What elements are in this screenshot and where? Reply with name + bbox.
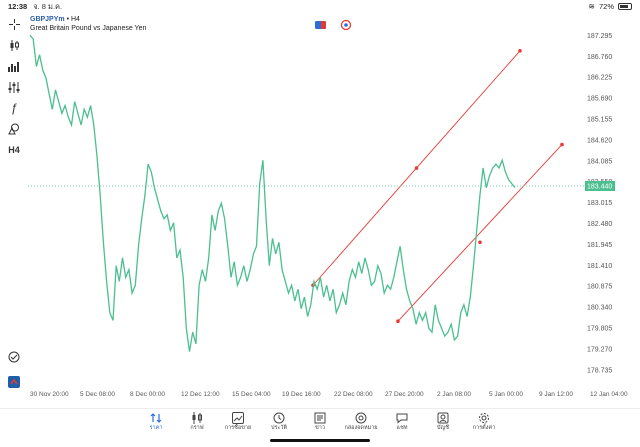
bar-volume-icon[interactable] [4,56,24,76]
price-axis-label: 179.805 [587,326,612,333]
price-axis-label: 178.735 [587,367,612,374]
price-axis-label: 186.225 [587,75,612,82]
trade-icon [232,411,244,424]
battery-icon [618,3,632,10]
trendline-anchor[interactable] [414,166,419,170]
home-indicator [270,439,370,442]
tab-label: ข่าว [315,425,325,431]
crosshair-icon[interactable] [4,14,24,34]
time-axis-label: 22 Dec 08:00 [334,391,373,398]
tab-settings[interactable]: การตั้งค่า [464,411,505,432]
timeframe-icon[interactable]: H4 [8,145,20,155]
settings-icon [478,411,490,424]
price-axis-label: 185.690 [587,96,612,103]
candlestick-icon[interactable] [4,35,24,55]
price-axis-label: 184.085 [587,158,612,165]
battery-percent: 72% [598,2,614,11]
app-logo-icon[interactable] [4,372,24,392]
time-axis-label: 19 Dec 16:00 [282,391,321,398]
price-axis-label: 181.945 [587,242,612,249]
tab-quotes[interactable]: ราคา [136,411,177,432]
symbol-description: Great Britain Pound vs Japanese Yen [30,25,147,32]
price-axis-label: 182.480 [587,221,612,228]
time-axis-label: 15 Dec 04:00 [232,391,271,398]
tab-label: บัญชี [437,425,449,431]
chat-icon [396,411,408,424]
status-bar: 12:38 จ. 8 ม.ค. ≋ 72% [0,0,640,13]
status-time: 12:38 [8,2,28,11]
tab-label: กราฟ [190,425,204,431]
tab-label: การตั้งค่า [472,425,496,431]
time-axis-label: 5 Dec 08:00 [80,391,115,398]
trendline-anchor[interactable] [518,48,522,53]
price-axis-label: 183.015 [587,200,612,207]
chart-toolbar: ƒ H4 [0,13,28,408]
time-axis-label: 30 Nov 20:00 [30,391,69,398]
current-price-tag: 183.440 [585,181,615,192]
trendline-anchor[interactable] [396,319,400,324]
account-icon [437,411,449,424]
current-price-tag-bg [585,181,615,192]
signals-icon[interactable] [4,347,24,367]
tab-label: แชท [396,425,408,431]
price-axis-label: 186.760 [587,54,612,61]
price-axis-label: 187.295 [587,33,612,40]
mailbox-icon [355,411,367,424]
price-axis-label: 185.155 [587,116,612,123]
tab-label: ประวัติ [270,425,288,431]
price-axis-label: 181.410 [587,263,612,270]
trendline-anchor[interactable] [560,142,564,147]
tab-trade[interactable]: การซื้อขาย [218,411,259,432]
chart-icon [191,411,203,424]
tab-label: กล่องจดหมาย [344,425,378,431]
bottom-tab-bar: ราคา กราฟ การซื้อขาย ประวัติ ข่าว กล่องจดหมาย… [0,408,640,447]
price-chart[interactable]: 187.295 186.760 186.225 185.690 185.155 184.6… [28,13,640,408]
price-axis-label: 180.340 [587,305,612,312]
tab-account[interactable]: บัญชี [423,411,464,432]
symbol-code[interactable]: GBPJPYm [30,16,65,23]
symbol-timeframe: H4 [70,16,80,23]
status-date: จ. 8 ม.ค. [33,1,63,11]
price-axis: 187.295 186.760 186.225 185.690 185.155 184.6… [587,33,612,375]
function-icon[interactable]: ƒ [10,101,18,115]
history-icon [273,411,285,424]
chart-header-buttons [315,19,352,31]
current-price-value: 183.440 [587,184,612,191]
time-axis-label: 2 Jan 08:00 [437,391,471,398]
news-icon [314,411,326,424]
sliders-icon[interactable] [4,77,24,97]
time-axis-label: 9 Jan 12:00 [539,391,573,398]
quotes-icon [150,411,162,424]
tab-history[interactable]: ประวัติ [259,411,300,432]
trade-button-icon[interactable] [315,21,326,29]
price-axis-label: 179.270 [587,346,612,353]
tab-news[interactable]: ข่าว [300,411,341,432]
price-axis-label: 180.875 [587,284,612,291]
time-axis-label: 5 Jan 00:00 [489,391,523,398]
time-axis-label: 27 Dec 20:00 [385,391,424,398]
price-series-line [29,34,516,352]
price-axis-label: 184.620 [587,137,612,144]
time-axis: 30 Nov 20:00 5 Dec 08:00 8 Dec 00:00 12 Dec… [30,391,628,398]
wifi-icon: ≋ [588,2,595,11]
time-axis-label: 12 Jan 04:00 [590,391,628,398]
trendline-anchor[interactable] [478,240,482,245]
tab-chat[interactable]: แชท [382,411,423,432]
trendline[interactable] [397,144,563,322]
tab-mailbox[interactable]: กล่องจดหมาย [341,411,382,432]
one-click-icon[interactable] [340,19,352,31]
shapes-icon[interactable] [4,119,24,139]
time-axis-label: 12 Dec 12:00 [181,391,220,398]
time-axis-label: 8 Dec 00:00 [130,391,165,398]
tab-chart[interactable]: กราฟ [177,411,218,432]
tab-label: ราคา [149,425,163,431]
symbol-separator: • [66,16,70,23]
symbol-info: GBPJPYm • H4 Great Britain Pound vs Japa… [30,15,146,33]
tab-label: การซื้อขาย [224,425,252,431]
